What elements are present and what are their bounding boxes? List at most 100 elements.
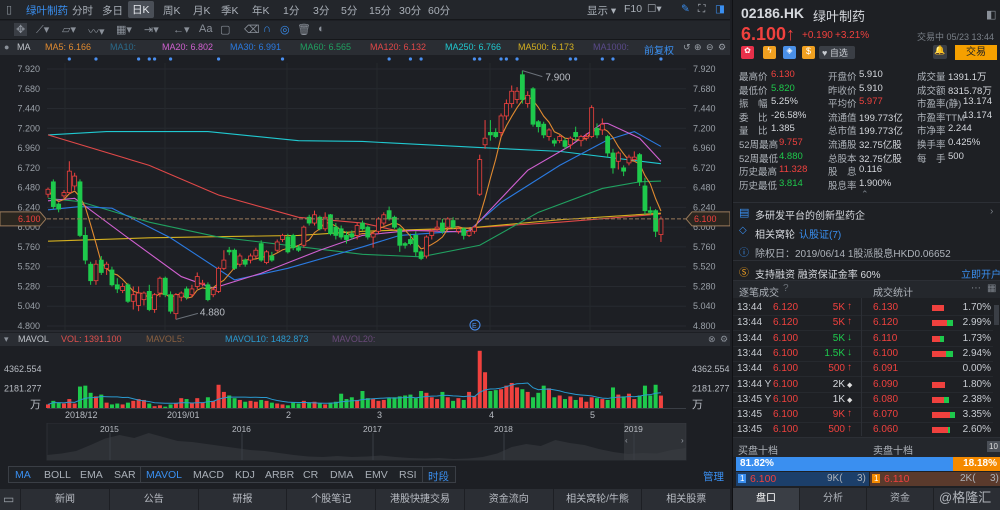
arrow-tool-icon[interactable]: ←▾ <box>173 24 190 36</box>
settings-icon[interactable]: ⚙ <box>718 42 727 52</box>
more-icon[interactable]: ⋯ <box>971 283 981 294</box>
polygon-tool-icon[interactable]: ▱▾ <box>62 24 76 36</box>
period-tab-10[interactable]: 15分 <box>369 5 392 17</box>
bottom-tab-5[interactable]: 资金流向 <box>463 489 553 510</box>
trade-button[interactable]: 交易 <box>955 45 997 60</box>
period-tab-1[interactable]: 多日 <box>102 5 123 17</box>
help-icon[interactable]: ? <box>783 283 789 294</box>
bottom-tab-0[interactable]: 新闻 <box>20 489 109 510</box>
display-menu[interactable]: 显示 ▾ <box>587 5 617 17</box>
text-tool-icon[interactable]: Aa <box>199 23 213 35</box>
bottom-tab-4[interactable]: 港股快捷交易 <box>375 489 464 510</box>
scrollbar[interactable] <box>994 305 999 325</box>
indicator-tab-arbr[interactable]: ARBR <box>265 469 295 481</box>
bottom-tab-3[interactable]: 个股笔记 <box>286 489 375 510</box>
company-profile-row[interactable]: ▤ 多研发平台的创新型药企 › <box>733 202 1000 222</box>
right-tab-3[interactable] <box>934 488 1000 510</box>
bottom-tab-2[interactable]: 研报 <box>197 489 287 510</box>
indicator-settings-icon[interactable]: ⚙ <box>720 334 729 344</box>
pencil-icon[interactable]: ✎ <box>681 3 690 15</box>
right-tab-2[interactable]: 资金 <box>867 488 933 510</box>
stat-price: 6.060 <box>873 424 899 436</box>
f10-button[interactable]: F10 <box>624 3 643 15</box>
indicator-tab-sar[interactable]: SAR <box>114 469 136 481</box>
trash-icon[interactable]: 🗑 <box>297 24 311 36</box>
comment-tool-icon[interactable]: ▢ <box>220 24 231 36</box>
indicator-tab-cr[interactable]: CR <box>303 469 319 481</box>
price-axis-label-left: 5.040 <box>17 301 40 311</box>
grid-icon[interactable]: ▦ <box>987 283 997 294</box>
reset-icon[interactable]: ↺ <box>683 42 691 52</box>
indicator-tab-ma[interactable]: MA <box>15 469 31 481</box>
move-icon[interactable]: ✥ <box>14 23 28 36</box>
depth-toggle-button[interactable]: 10 <box>987 441 1000 452</box>
period-tab-2[interactable]: 日K <box>128 1 154 18</box>
period-tab-11[interactable]: 30分 <box>399 5 422 17</box>
expand-chevron-icon[interactable]: ⌃ <box>861 189 869 199</box>
panel-toggle-icon[interactable]: ◨ <box>715 3 725 15</box>
volume-bar <box>211 400 216 408</box>
bid-level-1[interactable]: 1 6.100 9K( 3) <box>736 472 869 486</box>
indicator-tab-dma[interactable]: DMA <box>330 469 354 481</box>
candle-body <box>530 88 536 125</box>
range-tool-icon[interactable]: ⇥▾ <box>144 24 159 36</box>
right-tab-0[interactable]: 盘口 <box>733 488 799 510</box>
stock-name-tab[interactable]: 绿叶制药 <box>26 5 68 17</box>
adjust-mode-button[interactable]: 前复权 <box>644 46 674 57</box>
volume-bar <box>51 400 56 408</box>
period-tab-6[interactable]: 年K <box>252 5 270 17</box>
period-tab-5[interactable]: 季K <box>221 5 239 17</box>
volume-bar <box>280 404 285 408</box>
period-tab-9[interactable]: 5分 <box>341 5 358 17</box>
fib-tool-icon[interactable]: ▦▾ <box>116 24 132 36</box>
bottom-tab-6[interactable]: 相关窝轮/牛熊 <box>552 489 642 510</box>
period-tab-8[interactable]: 3分 <box>313 5 330 17</box>
target-icon[interactable]: ◎ <box>280 24 290 36</box>
warrants-link[interactable]: 认股证(7) <box>799 230 842 241</box>
line-tool-icon[interactable]: ⟋▾ <box>36 24 50 36</box>
ma-settings-icon[interactable]: ● <box>4 42 10 52</box>
bottom-tab-1[interactable]: 公告 <box>108 489 198 510</box>
indicator-tab-rsi[interactable]: RSI <box>399 469 417 481</box>
period-tab-4[interactable]: 月K <box>193 5 211 17</box>
wave-tool-icon[interactable]: 〰▾ <box>88 26 105 38</box>
period-tab-0[interactable]: 分时 <box>72 5 93 17</box>
add-watchlist-button[interactable]: ♥ 自选 <box>819 46 855 59</box>
sidebar-toggle-icon[interactable]: ▯ <box>6 4 13 16</box>
bid-count: 3) <box>857 473 866 484</box>
candle-body <box>631 156 637 161</box>
ask-level-1[interactable]: 1 6.110 2K( 3) <box>870 472 1000 486</box>
indicator-tab-emv[interactable]: EMV <box>365 469 388 481</box>
overview-navigator[interactable]: ‹ › 2015 2016 2017 2018 2019 <box>0 423 730 461</box>
visibility-toggle-icon[interactable]: ◐ <box>318 23 325 35</box>
collapse-panel-icon[interactable]: ▭ <box>3 492 15 506</box>
candle-body <box>98 259 104 273</box>
manage-indicators-link[interactable]: 管理 <box>703 471 724 483</box>
indicator-tab-macd[interactable]: MACD <box>193 469 224 481</box>
volume-settings-icon[interactable]: ▾ <box>4 334 9 344</box>
period-tab-7[interactable]: 1分 <box>283 5 300 17</box>
alert-bell-icon[interactable]: 🔔 <box>933 45 947 59</box>
right-tab-1[interactable]: 分析 <box>800 488 866 510</box>
volume-bar <box>323 404 328 408</box>
stat-value: 4.880 <box>779 150 803 162</box>
zoom-out-icon[interactable]: ⊖ <box>706 42 714 52</box>
period-tab-12[interactable]: 60分 <box>428 5 451 17</box>
indicator-tab-时段[interactable]: 时段 <box>428 471 449 483</box>
indicator-tab-boll[interactable]: BOLL <box>44 469 71 481</box>
magnet-icon[interactable]: ∩ <box>263 23 271 35</box>
indicator-tab-kdj[interactable]: KDJ <box>235 469 255 481</box>
zoom-in-icon[interactable]: ⊕ <box>694 42 702 52</box>
fullscreen-icon[interactable]: ⛶ <box>698 3 706 15</box>
layout-icon[interactable]: ☐▾ <box>647 3 662 15</box>
indicator-tab-mavol[interactable]: MAVOL <box>146 469 182 481</box>
candlestick-chart[interactable]: 7.920 7.920 7.680 7.680 7.440 7.440 7.200 7.200… <box>0 55 730 333</box>
event-marker <box>611 57 615 61</box>
bottom-tab-7[interactable]: 相关股票 <box>641 489 730 510</box>
eraser-icon[interactable]: ⌫ <box>244 24 260 36</box>
indicator-tab-ema[interactable]: EMA <box>80 469 103 481</box>
collapse-icon[interactable]: ◧ <box>986 9 997 21</box>
close-indicator-icon[interactable]: ⊗ <box>708 334 716 344</box>
period-tab-3[interactable]: 周K <box>163 5 181 17</box>
open-account-link[interactable]: 立即开户 <box>961 270 1000 281</box>
